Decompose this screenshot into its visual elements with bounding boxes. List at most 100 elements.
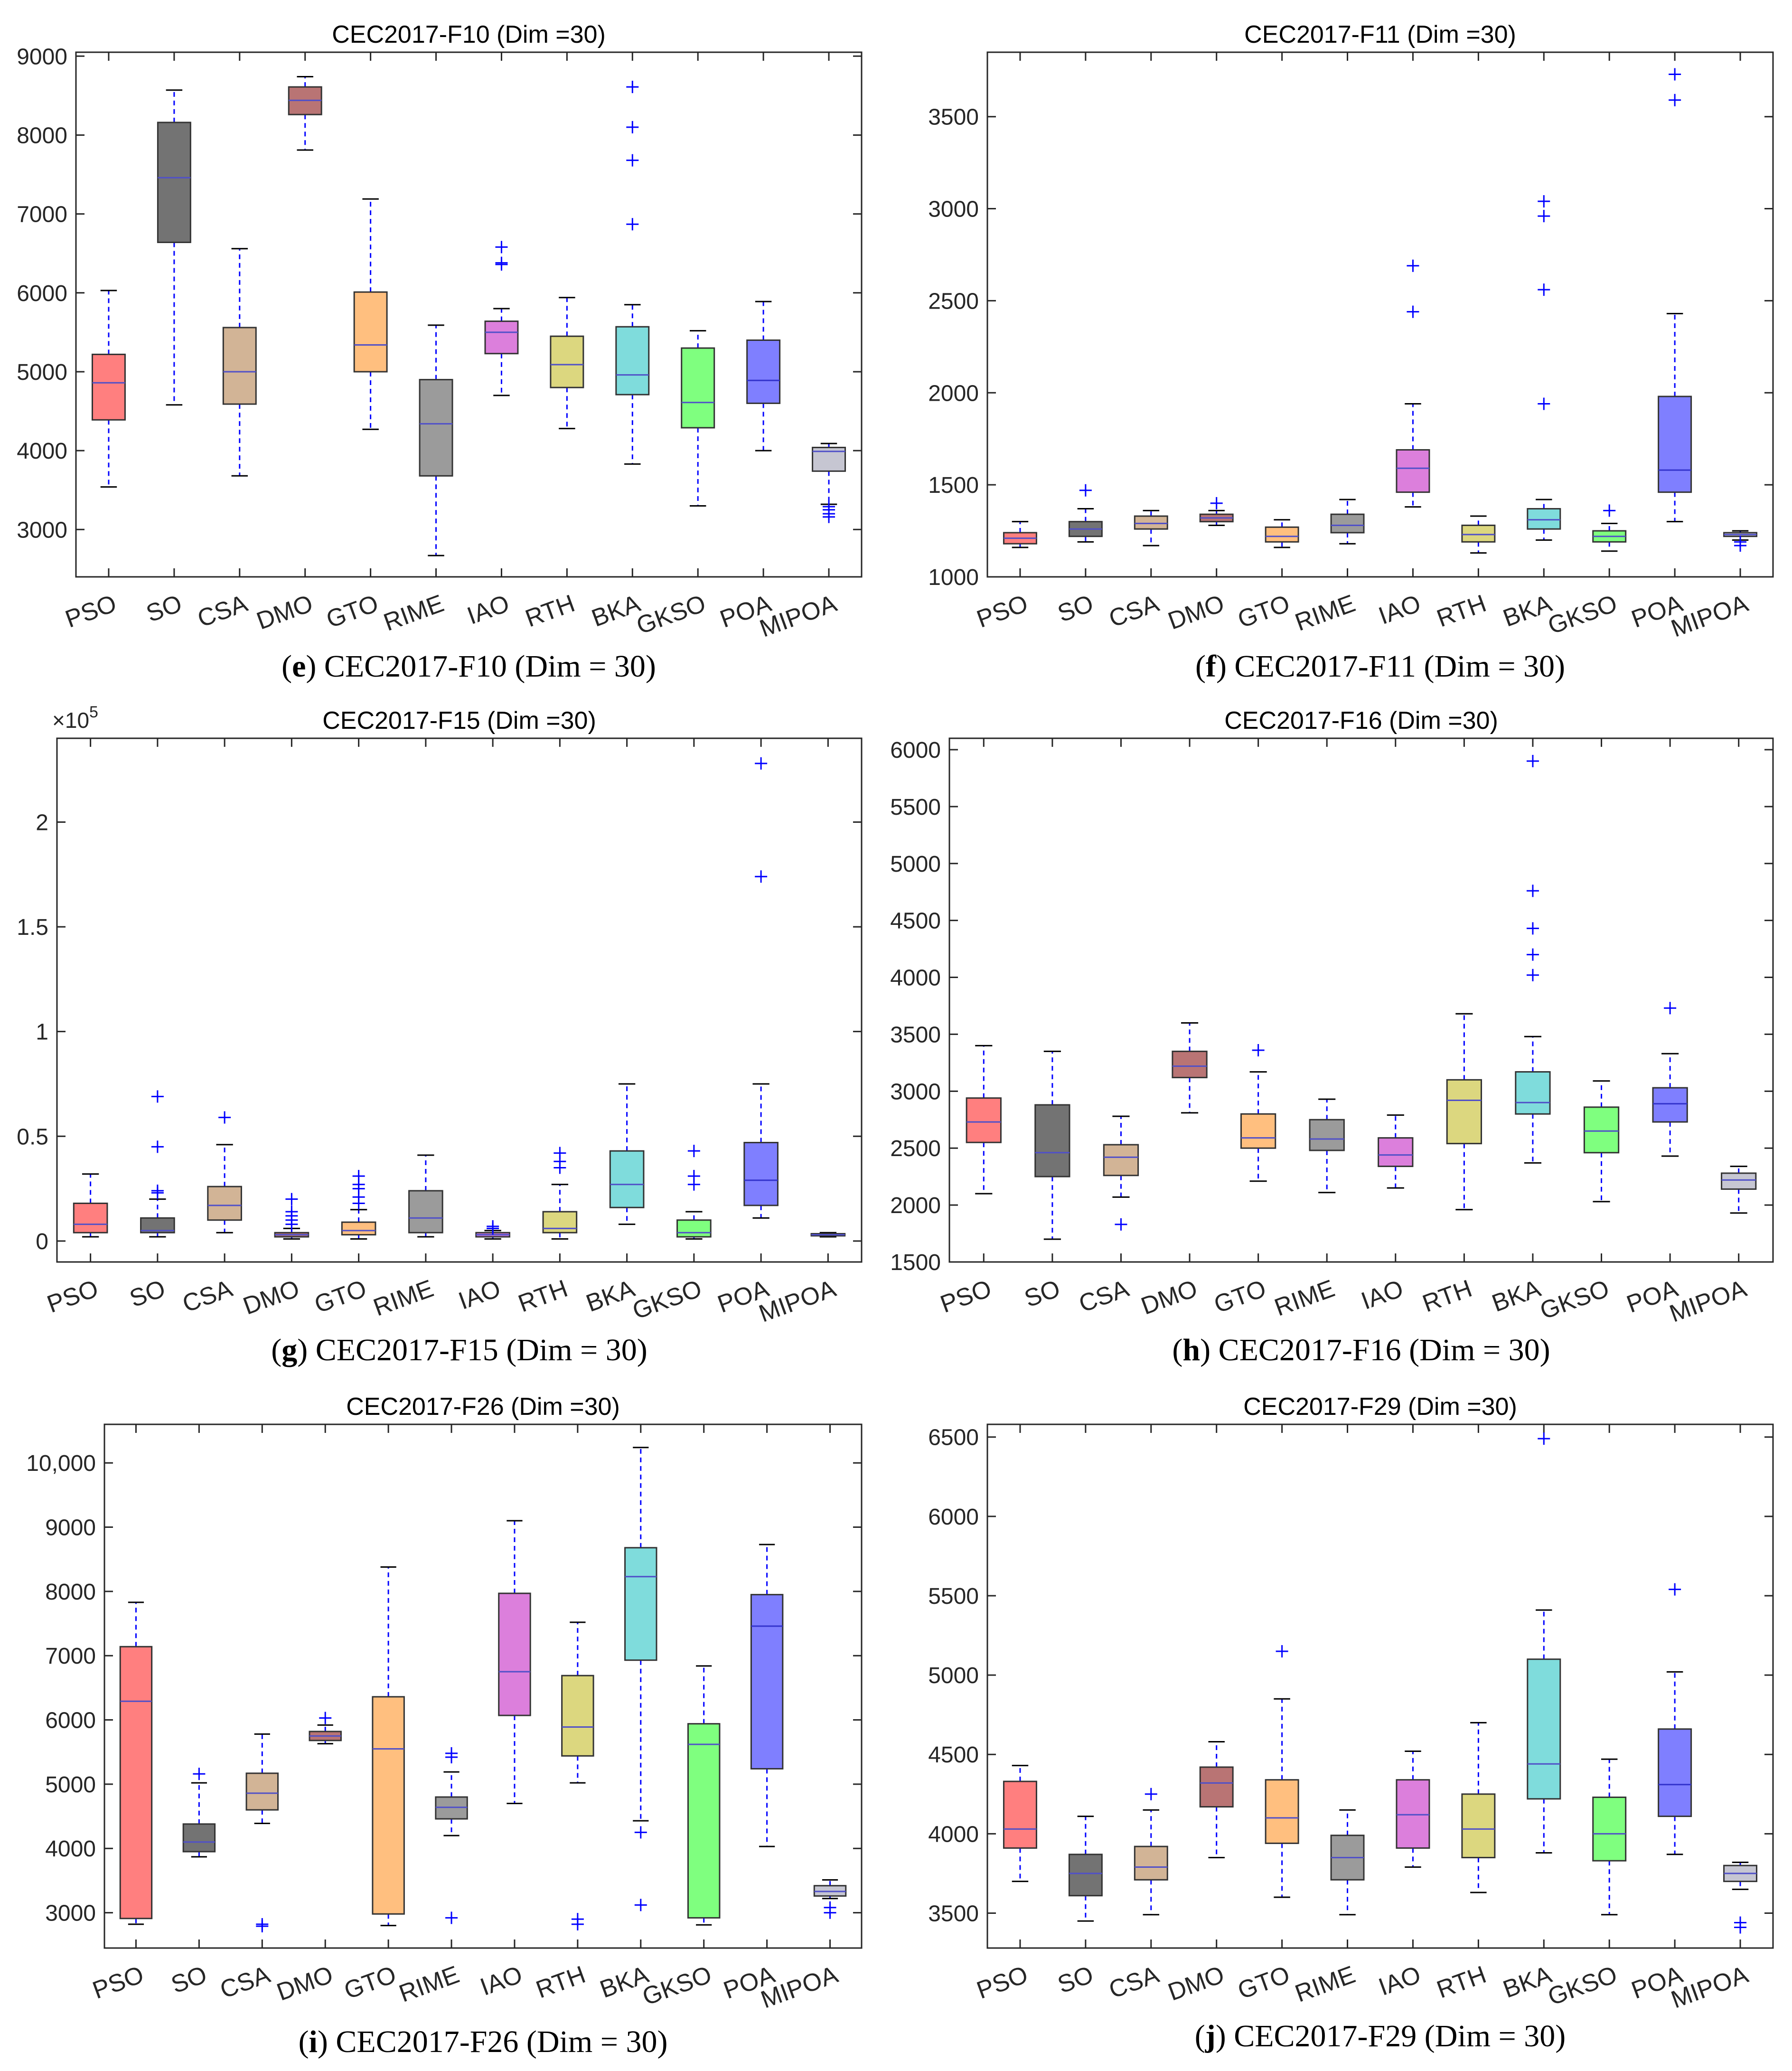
y-tick-label: 4000 (45, 1836, 96, 1862)
y-tick-label: 8000 (17, 123, 67, 148)
outlier-marker (1526, 948, 1539, 961)
y-tick-label: 3500 (890, 1022, 941, 1047)
panel-caption: (i) CEC2017-F26 (Dim = 30) (299, 2024, 668, 2059)
outlier-marker (285, 1193, 298, 1205)
y-tick-label: 6000 (928, 1505, 979, 1530)
chart-title: CEC2017-F29 (Dim =30) (1243, 1393, 1517, 1421)
outlier-marker (1407, 305, 1419, 318)
outlier-marker (1664, 1002, 1677, 1015)
outlier-marker (1538, 1432, 1550, 1445)
y-tick-label: 10,000 (26, 1451, 96, 1476)
iqr-box (73, 1202, 108, 1233)
iqr-box (498, 1592, 531, 1716)
y-tick-label: 0 (36, 1229, 48, 1254)
y-tick-label: 5000 (45, 1772, 96, 1798)
exponent-prefix: ×10 (52, 708, 89, 733)
caption-paren-close: ) (318, 2024, 328, 2059)
iqr-box (119, 1646, 153, 1920)
outlier-marker (1538, 210, 1550, 223)
iqr-box (1172, 1050, 1208, 1079)
outlier-marker (1115, 1218, 1127, 1231)
y-tick-label: 7000 (45, 1644, 96, 1669)
outlier-marker (193, 1768, 206, 1780)
box-so: SO (1054, 1424, 1103, 1999)
y-tick-label: 3000 (45, 1901, 96, 1926)
box-gto: GTO (323, 52, 388, 633)
outlier-marker (823, 500, 835, 513)
caption-letter: i (309, 2024, 318, 2059)
iqr-box (1592, 1796, 1627, 1862)
outlier-marker (1538, 195, 1550, 208)
box-gto: GTO (1210, 738, 1276, 1318)
chart-title: CEC2017-F16 (Dim =30) (1224, 707, 1498, 734)
caption-paren-close: ) (306, 649, 316, 684)
outlier-marker (1538, 397, 1550, 410)
panel-caption: (e) CEC2017-F10 (Dim = 30) (281, 649, 656, 684)
outlier-marker (487, 1220, 499, 1233)
y-tick-label: 5000 (17, 360, 67, 385)
iqr-box (1265, 1779, 1299, 1844)
y-tick-label: 3000 (928, 197, 979, 222)
outlier-marker (445, 1911, 458, 1924)
iqr-box (1034, 1104, 1070, 1177)
caption-letter: g (281, 1333, 297, 1367)
panel-j: CEC2017-F29 (Dim =30) 3500 4000 4500 5000 550… (928, 1393, 1774, 2053)
caption-paren-open: ( (299, 2024, 309, 2059)
chart-title: CEC2017-F15 (Dim =30) (322, 707, 596, 734)
y-tick-label: 3000 (890, 1079, 941, 1104)
outlier-marker (687, 1170, 700, 1183)
outlier-marker (151, 1184, 164, 1197)
plot-frame (56, 737, 863, 1263)
y-tick-label: 1500 (890, 1250, 941, 1275)
outlier-marker (1669, 1583, 1681, 1596)
outlier-marker (687, 1145, 700, 1158)
iqr-box (681, 347, 715, 429)
chart-title: CEC2017-F26 (Dim =30) (346, 1393, 620, 1421)
iqr-box (1461, 1793, 1496, 1858)
y-tick-label: 6500 (928, 1425, 979, 1450)
iqr-box (1583, 1106, 1620, 1154)
y-exponent-label: ×105 (52, 703, 98, 733)
y-tick-label: 6000 (45, 1708, 96, 1733)
y-tick-label: 5500 (928, 1584, 979, 1609)
outlier-marker (495, 241, 508, 254)
iqr-box (676, 1219, 712, 1238)
iqr-box (182, 1823, 216, 1853)
caption-paren-close: ) (1200, 1333, 1210, 1367)
iqr-box (245, 1772, 279, 1811)
caption-letter: f (1206, 649, 1217, 684)
chart-title: CEC2017-F11 (Dim =30) (1244, 21, 1516, 48)
y-tick-label: 6000 (17, 281, 67, 306)
iqr-box (484, 320, 519, 355)
caption-paren-open: ( (1195, 2019, 1205, 2053)
iqr-box (966, 1097, 1002, 1143)
y-tick-label: 2500 (890, 1136, 941, 1161)
outlier-marker (626, 121, 639, 133)
iqr-box (157, 122, 191, 243)
caption-paren-close: ) (1216, 649, 1227, 684)
iqr-box (609, 1150, 645, 1208)
outlier-marker (1526, 969, 1539, 981)
iqr-box (687, 1723, 721, 1919)
iqr-box (353, 291, 388, 373)
plot-frame (103, 1423, 863, 1949)
iqr-box (550, 335, 584, 388)
caption-letter: j (1205, 2019, 1216, 2053)
outlier-marker (319, 1712, 332, 1724)
outlier-marker (218, 1111, 231, 1124)
y-tick-label: 5500 (890, 795, 941, 820)
y-tick-label: 1.5 (17, 915, 48, 940)
outlier-marker (1526, 922, 1539, 935)
y-tick-label: 3000 (17, 518, 67, 543)
y-tick-label: 9000 (45, 1516, 96, 1541)
outlier-marker (1669, 94, 1681, 106)
iqr-box (91, 353, 126, 421)
outlier-marker (445, 1747, 458, 1760)
y-tick-label: 4000 (890, 966, 941, 991)
box-so: SO (143, 52, 191, 628)
iqr-box (1134, 515, 1168, 530)
y-tick-label: 2 (36, 810, 48, 835)
y-tick-label: 2000 (890, 1193, 941, 1218)
caption-text: CEC2017-F29 (Dim = 30) (1226, 2019, 1566, 2053)
iqr-box (1527, 508, 1561, 530)
